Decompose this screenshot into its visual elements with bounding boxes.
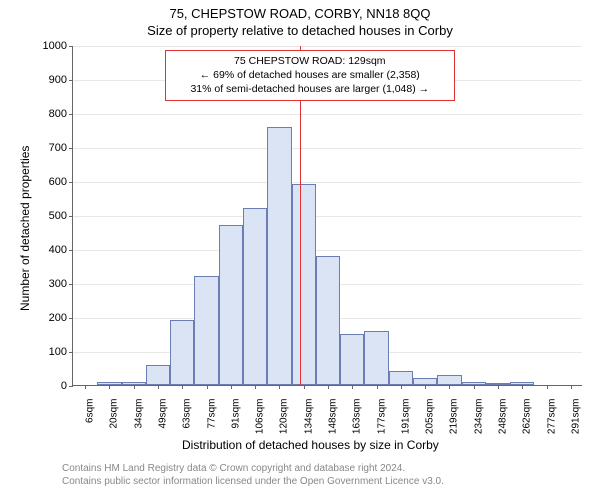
xtick-mark <box>401 385 402 389</box>
xtick-mark <box>377 385 378 389</box>
xtick-label: 34sqm <box>131 399 144 429</box>
page-subtitle: Size of property relative to detached ho… <box>0 21 600 38</box>
ytick-label: 800 <box>49 108 73 120</box>
xtick-mark <box>498 385 499 389</box>
xtick-mark <box>571 385 572 389</box>
histogram-bar <box>340 334 364 385</box>
callout-box: 75 CHEPSTOW ROAD: 129sqm← 69% of detache… <box>165 50 455 101</box>
gridline <box>73 216 582 217</box>
callout-line2: ← 69% of detached houses are smaller (2,… <box>172 68 448 82</box>
xtick-mark <box>279 385 280 389</box>
xtick-label: 291sqm <box>568 399 581 435</box>
ytick-label: 600 <box>49 176 73 188</box>
xtick-mark <box>328 385 329 389</box>
xtick-label: 63sqm <box>180 399 193 429</box>
gridline <box>73 148 582 149</box>
callout-line3: 31% of semi-detached houses are larger (… <box>172 82 448 96</box>
gridline <box>73 250 582 251</box>
histogram-bar <box>146 365 170 385</box>
xtick-mark <box>547 385 548 389</box>
xtick-mark <box>449 385 450 389</box>
ytick-label: 300 <box>49 278 73 290</box>
histogram-bar <box>316 256 340 385</box>
xtick-label: 234sqm <box>471 399 484 435</box>
histogram-bar <box>364 331 388 385</box>
xtick-label: 106sqm <box>253 399 266 435</box>
xtick-mark <box>207 385 208 389</box>
xtick-label: 163sqm <box>350 399 363 435</box>
ytick-label: 900 <box>49 74 73 86</box>
xtick-label: 120sqm <box>277 399 290 435</box>
xtick-mark <box>231 385 232 389</box>
footer-line1: Contains HM Land Registry data © Crown c… <box>62 462 444 475</box>
footer-attribution: Contains HM Land Registry data © Crown c… <box>62 462 444 488</box>
ytick-label: 500 <box>49 210 73 222</box>
callout-line1: 75 CHEPSTOW ROAD: 129sqm <box>172 54 448 68</box>
xtick-mark <box>425 385 426 389</box>
x-axis-label: Distribution of detached houses by size … <box>182 438 439 452</box>
histogram-bar <box>170 320 194 385</box>
histogram-bar <box>243 208 267 385</box>
ytick-label: 400 <box>49 244 73 256</box>
gridline <box>73 114 582 115</box>
xtick-mark <box>304 385 305 389</box>
histogram-bar <box>267 127 291 385</box>
xtick-label: 248sqm <box>496 399 509 435</box>
histogram-bar <box>194 276 218 385</box>
xtick-label: 91sqm <box>228 399 241 429</box>
ytick-label: 100 <box>49 346 73 358</box>
histogram-bar <box>292 184 316 385</box>
footer-line2: Contains public sector information licen… <box>62 475 444 488</box>
xtick-label: 134sqm <box>301 399 314 435</box>
histogram-bar <box>389 371 413 385</box>
xtick-label: 148sqm <box>326 399 339 435</box>
y-axis-label: Number of detached properties <box>18 146 32 311</box>
xtick-mark <box>352 385 353 389</box>
xtick-mark <box>85 385 86 389</box>
xtick-mark <box>109 385 110 389</box>
xtick-label: 20sqm <box>107 399 120 429</box>
xtick-label: 219sqm <box>447 399 460 435</box>
xtick-mark <box>158 385 159 389</box>
histogram-bar <box>437 375 461 385</box>
xtick-mark <box>522 385 523 389</box>
xtick-mark <box>182 385 183 389</box>
histogram-chart: 010020030040050060070080090010006sqm20sq… <box>72 46 582 386</box>
xtick-mark <box>134 385 135 389</box>
xtick-label: 77sqm <box>204 399 217 429</box>
xtick-mark <box>474 385 475 389</box>
ytick-label: 0 <box>61 380 73 392</box>
xtick-label: 6sqm <box>83 399 96 423</box>
xtick-label: 262sqm <box>520 399 533 435</box>
page-title-address: 75, CHEPSTOW ROAD, CORBY, NN18 8QQ <box>0 0 600 21</box>
gridline <box>73 182 582 183</box>
xtick-label: 177sqm <box>374 399 387 435</box>
ytick-label: 200 <box>49 312 73 324</box>
xtick-label: 49sqm <box>156 399 169 429</box>
histogram-bar <box>219 225 243 385</box>
gridline <box>73 46 582 47</box>
xtick-label: 205sqm <box>423 399 436 435</box>
xtick-mark <box>255 385 256 389</box>
xtick-label: 277sqm <box>544 399 557 435</box>
ytick-label: 1000 <box>43 40 73 52</box>
ytick-label: 700 <box>49 142 73 154</box>
xtick-label: 191sqm <box>398 399 411 435</box>
histogram-bar <box>413 378 437 385</box>
